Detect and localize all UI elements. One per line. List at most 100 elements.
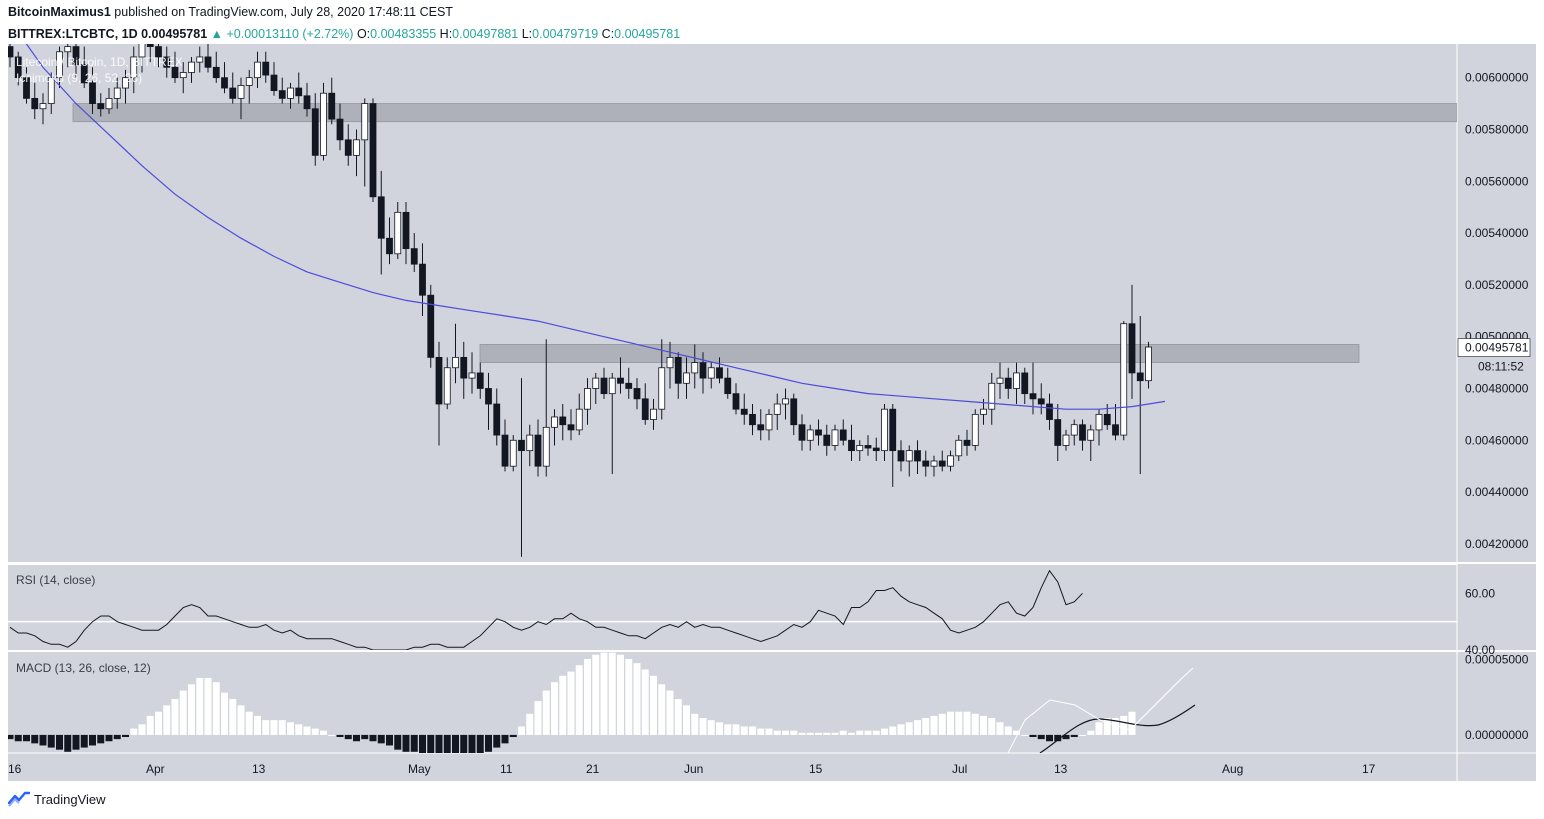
macd-bar-negative <box>39 734 47 746</box>
macd-bar-negative <box>1054 734 1062 742</box>
macd-bar-positive <box>1079 734 1086 736</box>
time-tick-label: 16 <box>8 762 22 776</box>
publish-line: BitcoinMaximus1 published on TradingView… <box>8 4 1528 20</box>
close-value: 0.00495781 <box>614 27 681 41</box>
candle-down <box>889 408 897 452</box>
time-tick-label: 21 <box>586 762 600 776</box>
macd-bar-positive <box>699 718 707 735</box>
candle-up <box>526 434 534 452</box>
candle-down <box>146 44 154 47</box>
time-tick-label: May <box>408 762 431 776</box>
macd-bar-positive <box>749 726 756 735</box>
candle-up <box>905 450 913 462</box>
candle-up <box>691 362 699 374</box>
candle-down <box>460 356 468 379</box>
candle-down <box>80 64 88 84</box>
candle-up <box>468 372 476 379</box>
price-pane <box>8 44 1457 562</box>
candle-down <box>559 416 567 426</box>
macd-bar-positive <box>1103 718 1111 735</box>
time-tick-label: 17 <box>1362 762 1376 776</box>
candle-up <box>1013 372 1020 389</box>
candle-up <box>287 87 294 99</box>
macd-bar-positive <box>311 728 319 735</box>
candle-down <box>369 103 377 198</box>
macd-bar-positive <box>773 730 781 735</box>
candle-up <box>551 416 558 428</box>
macd-bar-negative <box>394 734 402 750</box>
candle-up <box>765 413 773 431</box>
candle-down <box>749 413 756 426</box>
candle-down <box>402 211 410 250</box>
macd-bar-negative <box>56 734 63 750</box>
footer-brand[interactable]: TradingView <box>8 790 106 808</box>
candle-down <box>89 82 96 104</box>
macd-bar-negative <box>493 734 501 748</box>
time-tick-label: 15 <box>809 762 823 776</box>
macd-bar-negative <box>1062 734 1070 740</box>
macd-bar-positive <box>897 724 905 735</box>
candle-down <box>163 56 171 68</box>
macd-bar-negative <box>476 734 484 753</box>
candle-up <box>254 61 261 79</box>
macd-bar-positive <box>889 726 897 735</box>
candle-down <box>295 87 303 97</box>
macd-bar-positive <box>188 684 195 735</box>
macd-bar-positive <box>526 713 534 735</box>
candle-up <box>179 72 187 79</box>
resistance-zone <box>72 103 1457 123</box>
macd-bar-negative <box>89 734 96 746</box>
macd-bar-positive <box>320 730 327 735</box>
candle-up <box>196 56 204 63</box>
macd-bar-negative <box>14 734 22 742</box>
macd-pane <box>8 652 1457 753</box>
candle-up <box>394 211 402 255</box>
macd-bar-positive <box>303 726 311 735</box>
macd-bar-positive <box>567 671 575 735</box>
low-value: 0.00479719 <box>532 27 599 41</box>
time-tick-label: 13 <box>1054 762 1068 776</box>
candle-up <box>930 460 938 467</box>
macd-bar-positive <box>559 675 567 735</box>
macd-bar-positive <box>980 715 987 735</box>
macd-bar-positive <box>716 722 723 735</box>
candle-down <box>823 434 831 446</box>
macd-bar-positive <box>674 699 682 735</box>
candle-up <box>996 377 1004 384</box>
candle-down <box>1103 413 1111 426</box>
macd-bar-negative <box>443 734 451 753</box>
macd-bar-negative <box>31 734 39 744</box>
macd-signal-line <box>1039 704 1196 753</box>
price-tick-label: 0.00560000 <box>1465 174 1529 188</box>
macd-bar-positive <box>196 677 204 735</box>
price-tick-label: 0.00440000 <box>1465 485 1529 499</box>
candle-up <box>947 455 954 467</box>
price-tick-label: 0.00580000 <box>1465 122 1529 136</box>
candle-down <box>790 398 798 426</box>
macd-bar-positive <box>254 715 261 735</box>
candle-down <box>600 377 608 395</box>
macd-bar-negative <box>402 734 410 752</box>
macd-bar-positive <box>212 682 220 735</box>
candle-up <box>64 46 72 53</box>
published-text: published on TradingView.com, July 28, 2… <box>114 5 453 19</box>
macd-bar-positive <box>815 732 822 735</box>
candle-up <box>575 408 583 431</box>
open-value: 0.00483355 <box>370 27 437 41</box>
macd-bar-positive <box>130 728 138 735</box>
candle-up <box>988 382 996 410</box>
author-name[interactable]: BitcoinMaximus1 <box>8 5 111 19</box>
candle-up <box>1120 323 1128 436</box>
price-tick-label: 0.00460000 <box>1465 433 1529 447</box>
candle-down <box>699 362 707 379</box>
time-tick-label: Jun <box>684 762 703 776</box>
macd-bar-negative <box>468 734 476 753</box>
macd-bar-positive <box>229 699 237 735</box>
moving-average-line <box>25 44 1166 410</box>
candle-down <box>641 398 649 420</box>
macd-plot <box>8 652 1196 753</box>
tradingview-logo-icon <box>8 791 30 807</box>
low-label: L: <box>521 27 533 41</box>
candle-up <box>658 367 666 410</box>
